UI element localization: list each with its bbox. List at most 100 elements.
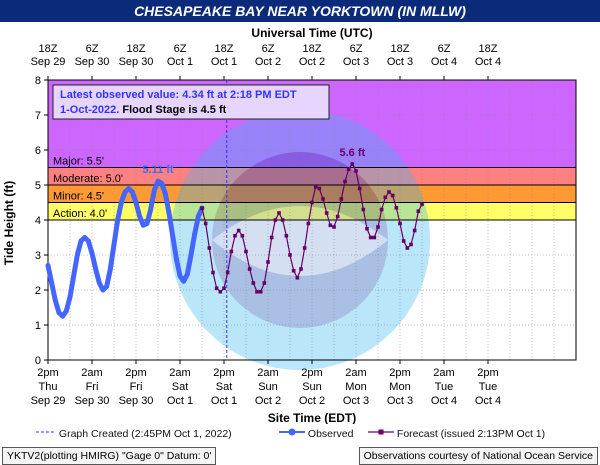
top-axis-label: Universal Time (UTC) [251, 26, 372, 40]
forecast-point [273, 218, 278, 222]
forecast-point [357, 186, 362, 191]
stage-label-moderate: Moderate: 5.0' [53, 173, 123, 185]
y-tick-label: 5 [35, 180, 41, 192]
forecast-point [379, 207, 384, 212]
observed-point [126, 186, 132, 191]
forecast-point [405, 246, 410, 250]
top-tick-date: Oct 1 [211, 56, 237, 68]
forecast-point [383, 195, 388, 200]
forecast-point [299, 267, 303, 271]
forecast-point [409, 242, 413, 247]
observed-point [173, 256, 179, 261]
observed-point [144, 221, 150, 226]
bottom-tick-date: Oct 3 [343, 395, 369, 407]
annotation-prefix: Latest observed value: [60, 89, 182, 101]
observed-point [85, 238, 91, 244]
observed-point [133, 200, 139, 205]
forecast-point [211, 270, 215, 275]
bottom-tick-date: Oct 2 [255, 395, 281, 407]
bottom-tick-time: 2am [433, 367, 454, 379]
forecast-point [229, 249, 234, 254]
observed-point [177, 273, 183, 279]
observed-point [151, 187, 157, 193]
observed-point [111, 242, 117, 247]
observed-point [107, 266, 113, 272]
bottom-tick-day: Sat [216, 381, 233, 393]
forecast-point [225, 270, 230, 275]
legend-forecast-label: Forecast (issued 2:13PM Oct 1) [396, 428, 546, 440]
stage-label-major: Major: 5.5' [53, 156, 104, 168]
forecast-point [284, 233, 289, 238]
forecast-point [350, 162, 355, 166]
forecast-point [222, 286, 226, 291]
top-tick-label: 6Z [262, 43, 275, 55]
forecast-point [368, 235, 373, 240]
svg-text:1-Oct-2022. Flood Stage is 4.5: 1-Oct-2022. Flood Stage is 4.5 ft [60, 104, 227, 116]
top-tick-date: Oct 4 [431, 56, 457, 68]
forecast-point [361, 207, 366, 212]
stage-label-minor: Minor: 4.5' [53, 191, 104, 203]
top-tick-label: 18Z [479, 43, 498, 55]
top-tick-label: 18Z [127, 43, 146, 55]
y-tick-label: 3 [35, 250, 41, 262]
observed-point [162, 191, 168, 197]
top-tick-label: 6Z [86, 43, 99, 55]
top-tick-label: 18Z [39, 43, 58, 55]
forecast-point [328, 223, 333, 228]
bottom-tick-date: Oct 2 [299, 395, 325, 407]
forecast-point [324, 211, 329, 215]
observed-point [166, 210, 172, 216]
observed-point [115, 217, 121, 223]
forecast-point [269, 235, 274, 240]
forecast-point [295, 275, 300, 280]
y-axis-label: Tide Height (ft) [2, 181, 16, 265]
forecast-point [317, 186, 322, 191]
forecast-point [398, 221, 402, 226]
footer-credit: Observations courtesy of National Ocean … [358, 447, 598, 465]
top-tick-date: Sep 29 [31, 56, 66, 68]
top-tick-label: 6Z [350, 43, 363, 55]
forecast-point [335, 214, 340, 219]
forecast-point [376, 225, 380, 229]
bottom-tick-time: 2am [169, 367, 190, 379]
top-tick-label: 6Z [174, 43, 187, 55]
bottom-tick-day: Sun [302, 381, 322, 393]
forecast-point [203, 221, 208, 226]
bottom-tick-day: Mon [389, 381, 410, 393]
dashed-line-icon [36, 431, 56, 433]
observed-point [74, 252, 80, 258]
observed-point [195, 214, 201, 219]
forecast-point [346, 167, 351, 172]
bottom-tick-date: Sep 30 [75, 395, 110, 407]
observed-point [184, 271, 190, 277]
bottom-tick-time: 2am [81, 367, 102, 379]
y-tick-label: 1 [35, 320, 41, 332]
forecast-point [302, 246, 307, 250]
peak-label: 5.6 ft [339, 147, 365, 159]
bottom-tick-date: Oct 4 [475, 395, 501, 407]
observed-point [71, 273, 77, 279]
observed-point [67, 294, 73, 300]
bottom-tick-day: Mon [345, 381, 366, 393]
annotation-flood-stage: Flood Stage is 4.5 ft [122, 104, 226, 116]
footer-datum-info: YKTV2(plotting HMIRG) "Gage 0" Datum: 0' [2, 447, 217, 465]
forecast-point [240, 233, 245, 238]
y-tick-label: 8 [35, 75, 41, 87]
peak-labels: 5.11 ft 5.6 ft [142, 147, 365, 176]
observed-line-icon [279, 428, 305, 436]
forecast-point [200, 206, 204, 210]
bottom-tick-day: Tue [435, 381, 454, 393]
forecast-point [313, 184, 318, 189]
forecast-point [420, 202, 424, 207]
bottom-tick-date: Oct 1 [211, 395, 237, 407]
forecast-point [291, 268, 296, 273]
observed-point [104, 284, 110, 289]
forecast-point [343, 179, 347, 184]
forecast-point [214, 286, 219, 291]
forecast-point [321, 197, 325, 201]
forecast-point [339, 197, 344, 201]
forecast-point [332, 225, 336, 229]
observed-point [137, 214, 143, 219]
bottom-tick-time: 2am [345, 367, 366, 379]
